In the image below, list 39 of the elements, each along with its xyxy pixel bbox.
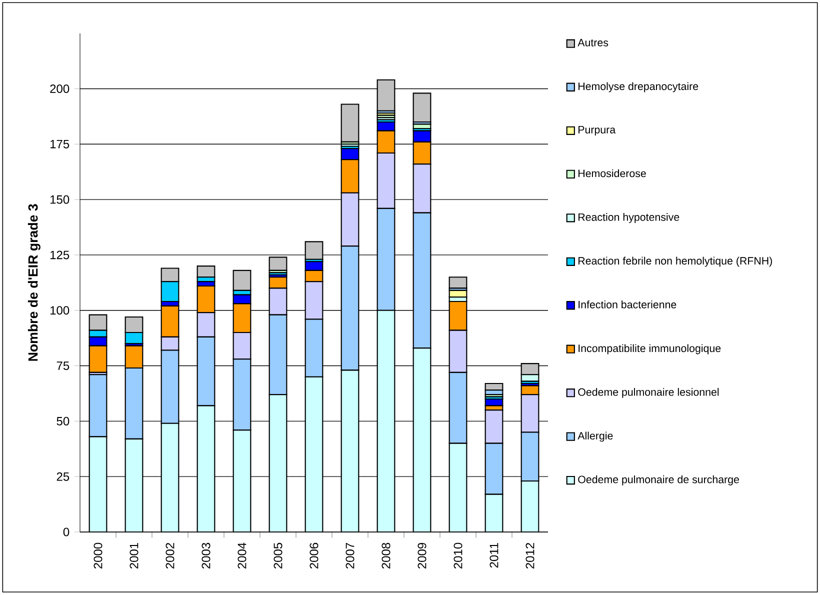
legend-label: Hemosiderose: [578, 169, 646, 178]
legend-label: Infection bacterienne: [578, 300, 676, 309]
y-tick-label: 200: [50, 84, 70, 94]
bar: [232, 270, 252, 292]
x-tick-label: 2006: [310, 543, 318, 569]
bar: [304, 241, 324, 260]
y-tick-label: 75: [56, 362, 70, 370]
y-tick-label: 125: [50, 250, 70, 260]
x-tick-label: 2003: [202, 543, 210, 569]
x-tick-label: 2001: [130, 543, 138, 569]
y-tick-label: 0: [63, 528, 70, 536]
legend-label: Reaction hypotensive: [578, 213, 680, 224]
x-tick-label: 2008: [382, 543, 390, 569]
y-tick-label: 25: [56, 472, 70, 482]
bar: [340, 104, 360, 143]
x-tick-label: 2004: [238, 542, 246, 569]
legend-label: Reaction febrile non hemolytique (RFNH): [578, 256, 772, 267]
x-tick-label: 2011: [490, 543, 498, 568]
y-tick-label: 175: [50, 140, 70, 149]
x-tick-label: 2012: [526, 543, 534, 569]
x-tick-label: 2010: [454, 543, 462, 569]
legend-label: Allergie: [578, 432, 613, 442]
legend-label: Autres: [578, 39, 608, 47]
x-tick-label: 2000: [94, 543, 102, 569]
y-tick-label: 150: [50, 195, 70, 204]
legend-label: Incompatibilite immunologique: [578, 344, 721, 354]
x-tick-label: 2002: [166, 543, 174, 569]
bar: [412, 92, 432, 123]
y-tick-label: 50: [56, 417, 70, 426]
legend-label: Oedeme pulmonaire de surcharge: [578, 476, 739, 486]
legend-label: Hemolyse drepanocytaire: [578, 82, 698, 92]
bar: [268, 256, 288, 272]
x-tick-label: 2005: [274, 543, 282, 569]
y-tick-label: 100: [50, 306, 70, 315]
x-tick-label: 2007: [346, 543, 354, 569]
y-axis-title: Nombre de d'EIR grade 3: [28, 204, 40, 361]
legend-label: Purpura: [578, 126, 616, 136]
x-tick-label: 2009: [418, 543, 426, 569]
legend-label: Oedeme pulmonaire lesionnel: [578, 388, 719, 398]
